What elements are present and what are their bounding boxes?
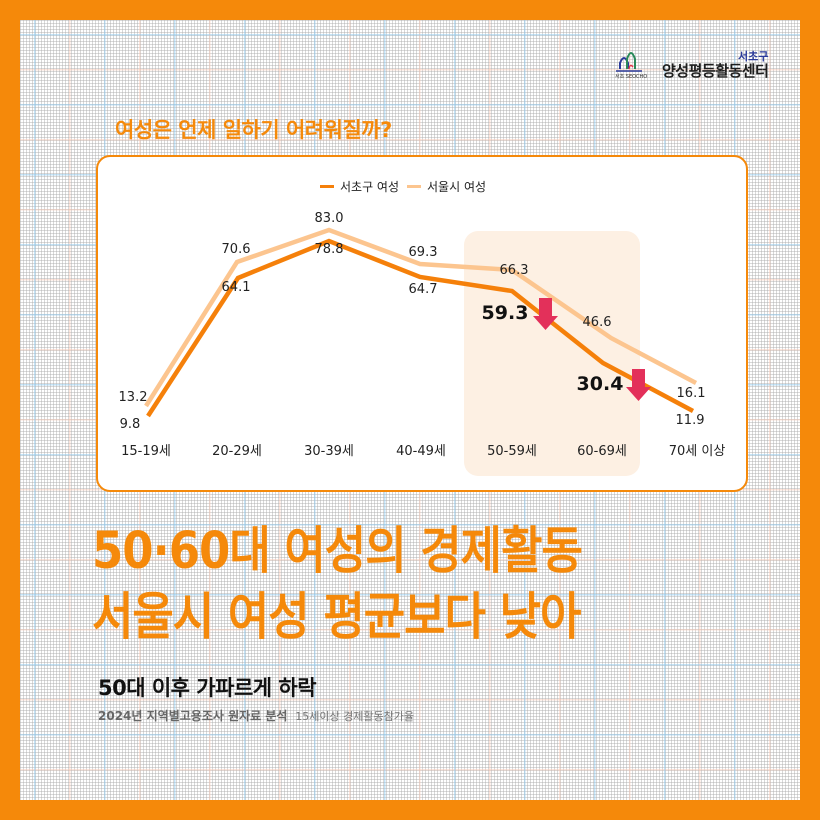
chart-question-title: 여성은 언제 일하기 어려워질까? <box>115 118 392 142</box>
down-arrow-icon <box>533 298 558 330</box>
source-metric-note: 15세이상 경제활동참가율 <box>295 710 414 723</box>
source-main: 2024년 지역별고용조사 원자료 분석 <box>98 709 288 723</box>
chart-legend: 서초구 여성 서울시 여성 <box>320 178 486 195</box>
legend-label-seoul: 서울시 여성 <box>427 180 487 194</box>
x-axis-label-15-19: 15-19세 <box>121 444 171 459</box>
data-label-seocho-40-49: 64.7 <box>408 282 438 297</box>
data-label-seocho-60-69: 30.4 <box>576 373 624 395</box>
data-label-seoul-30-39: 83.0 <box>314 211 344 226</box>
data-label-seoul-70-plus: 16.1 <box>676 386 706 401</box>
data-label-seocho-15-19: 9.8 <box>119 417 141 432</box>
down-arrow-icon <box>626 369 651 401</box>
legend-swatch-seocho <box>320 185 334 188</box>
x-axis-label-50-59: 50-59세 <box>487 444 537 459</box>
x-axis-label-70-plus: 70세 이상 <box>668 444 726 459</box>
x-axis-label-30-39: 30-39세 <box>304 444 354 459</box>
data-label-seocho-30-39: 78.8 <box>314 242 344 257</box>
legend-swatch-seoul <box>407 185 422 188</box>
data-label-seoul-40-49: 69.3 <box>408 245 438 260</box>
seocho-logo-icon <box>616 52 642 72</box>
data-label-seocho-50-59: 59.3 <box>481 302 529 324</box>
x-axis-label-20-29: 20-29세 <box>212 444 262 459</box>
brand-logo: 서초 SEOCHO 서초구 양성평등활동센터 <box>612 45 782 85</box>
headline-line-1: 50·60대 여성의 경제활동 <box>92 521 583 581</box>
logo-caption: 서초 SEOCHO <box>615 74 648 80</box>
data-label-seocho-20-29: 64.1 <box>221 280 251 295</box>
subheadline: 50대 이후 가파르게 하락 <box>98 676 317 700</box>
x-axis-label-60-69: 60-69세 <box>577 444 627 459</box>
x-axis-label-40-49: 40-49세 <box>396 444 446 459</box>
headline-line-2: 서울시 여성 평균보다 낮아 <box>92 587 581 647</box>
legend-item-seoul: 서울시 여성 <box>407 178 486 195</box>
center-name: 양성평등활동센터 <box>662 62 769 80</box>
district-name: 서초구 <box>738 50 769 63</box>
data-label-seocho-70-plus: 11.9 <box>675 413 705 428</box>
legend-item-seocho: 서초구 여성 <box>320 178 399 195</box>
legend-label-seocho: 서초구 여성 <box>340 180 400 194</box>
data-label-seoul-20-29: 70.6 <box>221 242 251 257</box>
source-note: 2024년 지역별고용조사 원자료 분석 15세이상 경제활동참가율 <box>98 707 414 724</box>
data-label-seoul-60-69: 46.6 <box>582 315 612 330</box>
data-label-seoul-50-59: 66.3 <box>499 263 529 278</box>
data-label-seoul-15-19: 13.2 <box>118 390 148 405</box>
